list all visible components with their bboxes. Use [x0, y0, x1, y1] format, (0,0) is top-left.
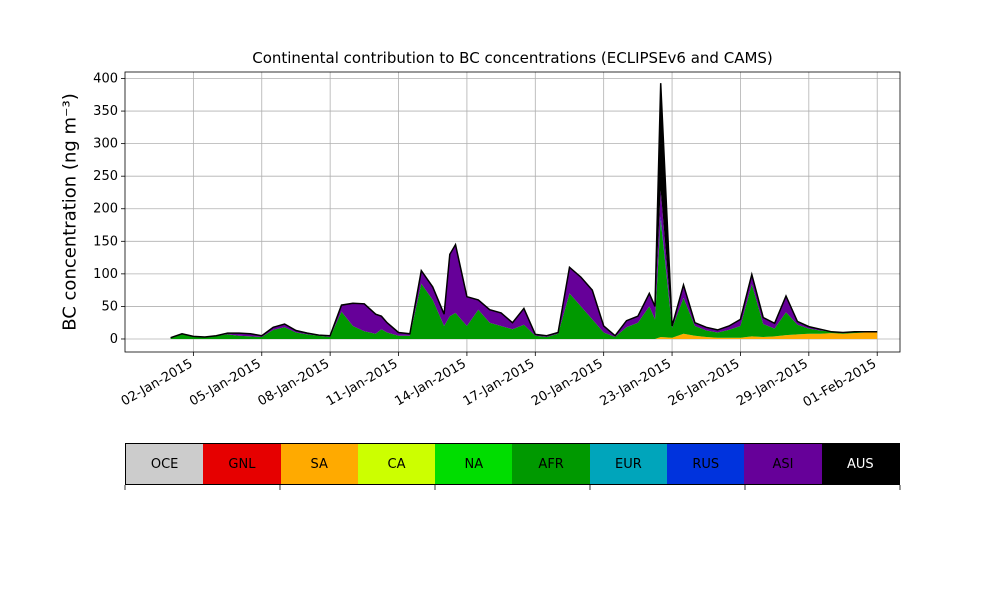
- area-asi: [170, 190, 878, 338]
- y-tick-label: 350: [93, 104, 118, 119]
- colorbar-cell-oce: OCE: [126, 444, 204, 484]
- y-tick-label: 400: [93, 72, 118, 87]
- area-sa: [170, 332, 878, 339]
- colorbar-cell-ca: CA: [357, 444, 436, 484]
- colorbar-cell-rus: RUS: [667, 444, 745, 484]
- colorbar-cell-aus: AUS: [821, 444, 899, 484]
- colorbar-cell-gnl: GNL: [203, 444, 281, 484]
- y-tick-label: 100: [93, 267, 118, 282]
- x-tick-label: 23-Jan-2015: [597, 356, 674, 409]
- x-tick-label: 02-Jan-2015: [119, 356, 196, 409]
- total-outline: [170, 83, 878, 339]
- y-tick-label: 300: [93, 137, 118, 152]
- chart-title: Continental contribution to BC concentra…: [252, 49, 773, 67]
- y-tick-label: 250: [93, 169, 118, 184]
- y-tick-label: 0: [110, 332, 118, 347]
- x-tick-label: 26-Jan-2015: [666, 356, 743, 409]
- colorbar-cell-sa: SA: [280, 444, 358, 484]
- region-colorbar: OCE GNL SA CA NA AFR EUR RUS ASI AUS: [125, 443, 900, 485]
- colorbar-cell-na: NA: [435, 444, 513, 484]
- x-tick-label: 08-Jan-2015: [256, 356, 333, 409]
- axes-frame: [124, 71, 901, 353]
- x-tick-label: 20-Jan-2015: [529, 356, 606, 409]
- y-tick-label: 50: [101, 299, 118, 314]
- colorbar-cell-asi: ASI: [744, 444, 822, 484]
- area-aus: [170, 83, 878, 338]
- colorbar-cell-eur: EUR: [589, 444, 668, 484]
- x-tick-label: 14-Jan-2015: [392, 356, 469, 409]
- x-tick-label: 29-Jan-2015: [734, 356, 811, 409]
- y-tick-label: 150: [93, 234, 118, 249]
- x-tick-label: 11-Jan-2015: [324, 356, 401, 409]
- y-tick-label: 200: [93, 202, 118, 217]
- colorbar-cell-afr: AFR: [512, 444, 590, 484]
- x-tick-label: 01-Feb-2015: [801, 356, 880, 410]
- x-tick-label: 05-Jan-2015: [187, 356, 264, 409]
- x-tick-label: 17-Jan-2015: [461, 356, 538, 409]
